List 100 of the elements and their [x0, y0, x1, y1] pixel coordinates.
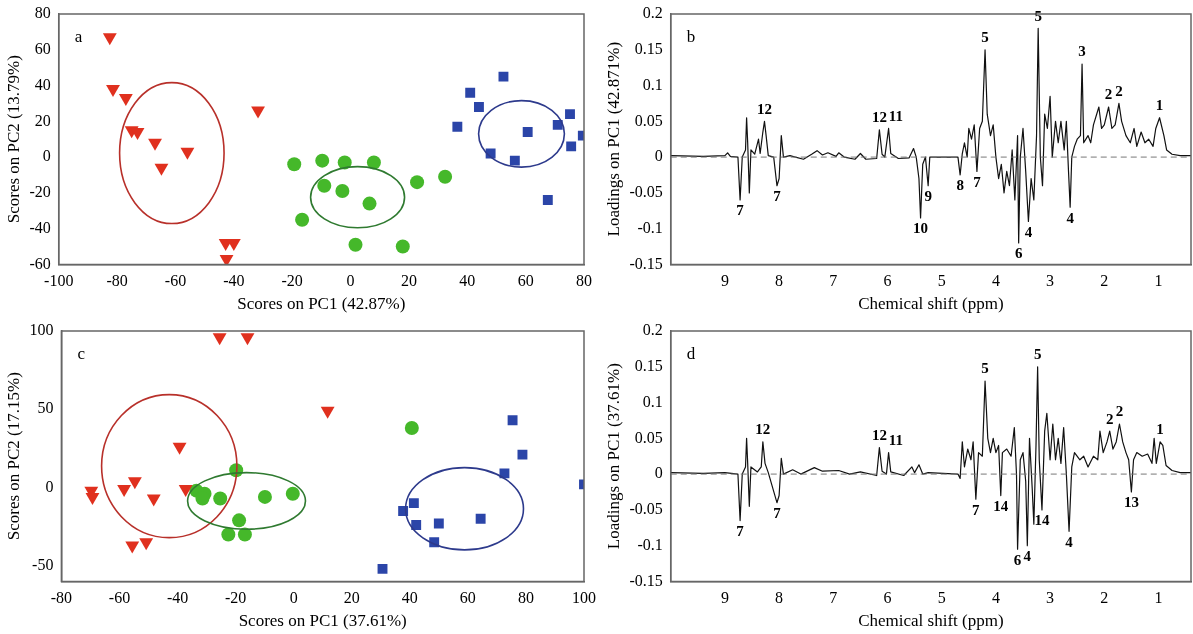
point: [348, 237, 363, 252]
point: [475, 513, 486, 524]
x-tick-label: 5: [937, 272, 946, 290]
annotation: 7: [972, 501, 981, 518]
point: [117, 485, 132, 498]
annotation: 11: [888, 432, 904, 448]
y-tick-label: 0: [45, 477, 54, 495]
point: [335, 184, 350, 199]
y-tick-label: 50: [37, 399, 54, 417]
annotation: 12: [755, 421, 771, 438]
x-tick-label: 20: [343, 589, 360, 607]
point: [240, 333, 255, 346]
annotation: 5: [981, 360, 989, 377]
x-tick-label: -40: [166, 589, 189, 607]
point: [395, 239, 410, 254]
point: [377, 563, 388, 574]
x-tick-label: 4: [991, 272, 1000, 290]
x-tick-label: 7: [829, 272, 838, 290]
x-tick-label: 9: [720, 272, 729, 290]
point: [180, 147, 195, 160]
point: [366, 155, 381, 170]
x-tick-label: 3: [1046, 589, 1055, 607]
annotation: c: [77, 344, 86, 364]
annotation: 6: [1014, 245, 1023, 262]
y-tick-label: 60: [34, 39, 51, 57]
x-tick-label: -60: [164, 272, 187, 290]
x-tick-label: 2: [1100, 589, 1109, 607]
x-tick-label: 2: [1100, 272, 1109, 290]
x-tick-label: -60: [108, 589, 131, 607]
y-tick-label: -20: [29, 183, 51, 201]
point: [438, 169, 453, 184]
y-axis-title: Scores on PC2 (13.79%): [3, 55, 23, 224]
annotation: 14: [993, 497, 1009, 514]
y-tick-label: -0.05: [629, 500, 663, 518]
y-tick-label: 100: [29, 321, 54, 339]
point: [295, 212, 310, 227]
x-tick-label: 0: [346, 272, 355, 290]
annotation: 4: [1023, 548, 1032, 564]
annotation: 12: [756, 100, 772, 117]
point: [257, 489, 272, 504]
point: [127, 477, 142, 490]
x-tick-label: 5: [937, 589, 946, 607]
annotation: 9: [924, 188, 932, 205]
annotation: 4: [1065, 533, 1074, 550]
x-tick-label: 0: [289, 589, 298, 607]
annotation: 7: [736, 202, 745, 219]
point: [315, 153, 330, 168]
annotation: 2: [1115, 403, 1124, 420]
point: [146, 494, 161, 507]
annotation: 12: [871, 109, 887, 126]
x-tick-label: 60: [517, 272, 534, 290]
x-axis-title: Scores on PC1 (37.61%): [238, 611, 407, 631]
y-tick-label: 0.05: [634, 428, 663, 446]
y-axis-title: Loadings on PC1 (42.871%): [603, 41, 623, 237]
point: [212, 333, 227, 346]
x-tick-label: -20: [224, 589, 247, 607]
annotation: 5: [1033, 346, 1042, 363]
point: [411, 520, 422, 531]
y-tick-label: 0: [42, 147, 51, 165]
x-tick-label: 1: [1154, 272, 1163, 290]
x-tick-label: -40: [223, 272, 245, 290]
annotation: 2: [1115, 82, 1123, 99]
annotation: 7: [773, 188, 782, 205]
y-tick-label: 40: [34, 75, 51, 93]
x-axis-title: Scores on PC1 (42.87%): [237, 294, 406, 314]
point: [172, 442, 187, 455]
point: [499, 468, 510, 479]
point: [320, 406, 335, 419]
point: [102, 33, 117, 46]
point: [517, 449, 528, 460]
y-tick-label: 0: [654, 147, 663, 165]
point: [362, 196, 377, 211]
y-tick-label: -40: [29, 218, 51, 236]
annotation: 1: [1155, 97, 1164, 114]
point: [232, 513, 247, 528]
x-tick-label: 9: [720, 589, 729, 607]
annotation: 8: [956, 177, 964, 194]
point: [565, 109, 575, 120]
annotation: 10: [913, 220, 929, 237]
y-tick-label: -0.05: [629, 183, 663, 201]
annotation: d: [686, 344, 696, 364]
x-tick-label: -100: [44, 272, 74, 290]
annotation: 4: [1024, 223, 1033, 240]
point: [118, 94, 133, 107]
y-tick-label: -0.1: [637, 218, 663, 236]
y-tick-label: 0.15: [634, 356, 663, 374]
annotation: 7: [973, 173, 982, 190]
x-tick-label: -20: [281, 272, 303, 290]
point: [148, 138, 162, 151]
point: [452, 121, 463, 132]
point: [106, 85, 120, 98]
annotation: 11: [888, 107, 904, 124]
y-tick-label: 0.05: [634, 111, 663, 129]
annotation: 5: [981, 29, 989, 46]
point: [404, 421, 419, 436]
x-axis-title: Chemical shift (ppm): [858, 294, 1004, 314]
annotation: 2: [1105, 410, 1114, 427]
point: [474, 102, 484, 112]
y-tick-label: -0.1: [637, 535, 663, 553]
x-tick-label: 6: [883, 272, 892, 290]
